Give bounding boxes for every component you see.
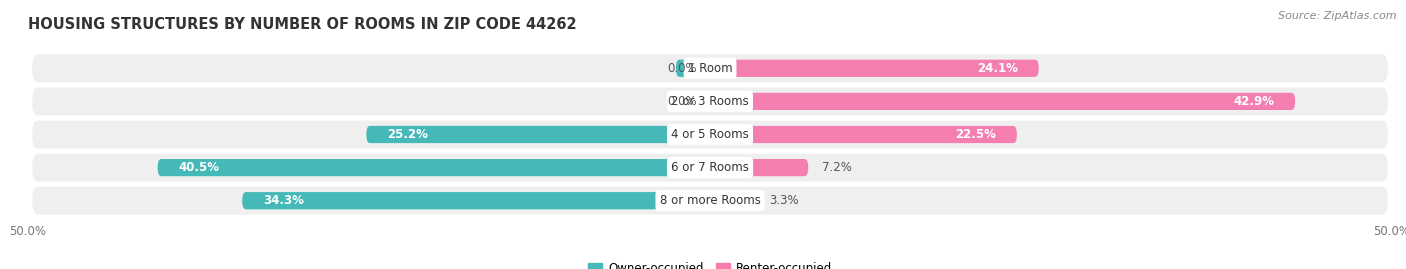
- FancyBboxPatch shape: [32, 54, 1388, 82]
- FancyBboxPatch shape: [32, 187, 1388, 215]
- FancyBboxPatch shape: [710, 159, 808, 176]
- Text: 42.9%: 42.9%: [1233, 95, 1275, 108]
- Text: 34.3%: 34.3%: [263, 194, 304, 207]
- Text: 2 or 3 Rooms: 2 or 3 Rooms: [671, 95, 749, 108]
- FancyBboxPatch shape: [710, 60, 1039, 77]
- Text: 22.5%: 22.5%: [956, 128, 997, 141]
- Text: 25.2%: 25.2%: [387, 128, 427, 141]
- FancyBboxPatch shape: [367, 126, 710, 143]
- Text: Source: ZipAtlas.com: Source: ZipAtlas.com: [1278, 11, 1396, 21]
- Text: HOUSING STRUCTURES BY NUMBER OF ROOMS IN ZIP CODE 44262: HOUSING STRUCTURES BY NUMBER OF ROOMS IN…: [28, 17, 576, 32]
- FancyBboxPatch shape: [676, 93, 710, 110]
- FancyBboxPatch shape: [32, 87, 1388, 115]
- FancyBboxPatch shape: [710, 93, 1295, 110]
- FancyBboxPatch shape: [32, 154, 1388, 182]
- Legend: Owner-occupied, Renter-occupied: Owner-occupied, Renter-occupied: [583, 258, 837, 269]
- Text: 40.5%: 40.5%: [179, 161, 219, 174]
- FancyBboxPatch shape: [676, 60, 710, 77]
- Text: 0.0%: 0.0%: [666, 62, 696, 75]
- FancyBboxPatch shape: [32, 121, 1388, 148]
- Text: 24.1%: 24.1%: [977, 62, 1018, 75]
- Text: 6 or 7 Rooms: 6 or 7 Rooms: [671, 161, 749, 174]
- FancyBboxPatch shape: [710, 192, 755, 209]
- Text: 8 or more Rooms: 8 or more Rooms: [659, 194, 761, 207]
- FancyBboxPatch shape: [242, 192, 710, 209]
- Text: 1 Room: 1 Room: [688, 62, 733, 75]
- FancyBboxPatch shape: [710, 126, 1017, 143]
- Text: 0.0%: 0.0%: [666, 95, 696, 108]
- Text: 7.2%: 7.2%: [823, 161, 852, 174]
- FancyBboxPatch shape: [157, 159, 710, 176]
- Text: 4 or 5 Rooms: 4 or 5 Rooms: [671, 128, 749, 141]
- Text: 3.3%: 3.3%: [769, 194, 799, 207]
